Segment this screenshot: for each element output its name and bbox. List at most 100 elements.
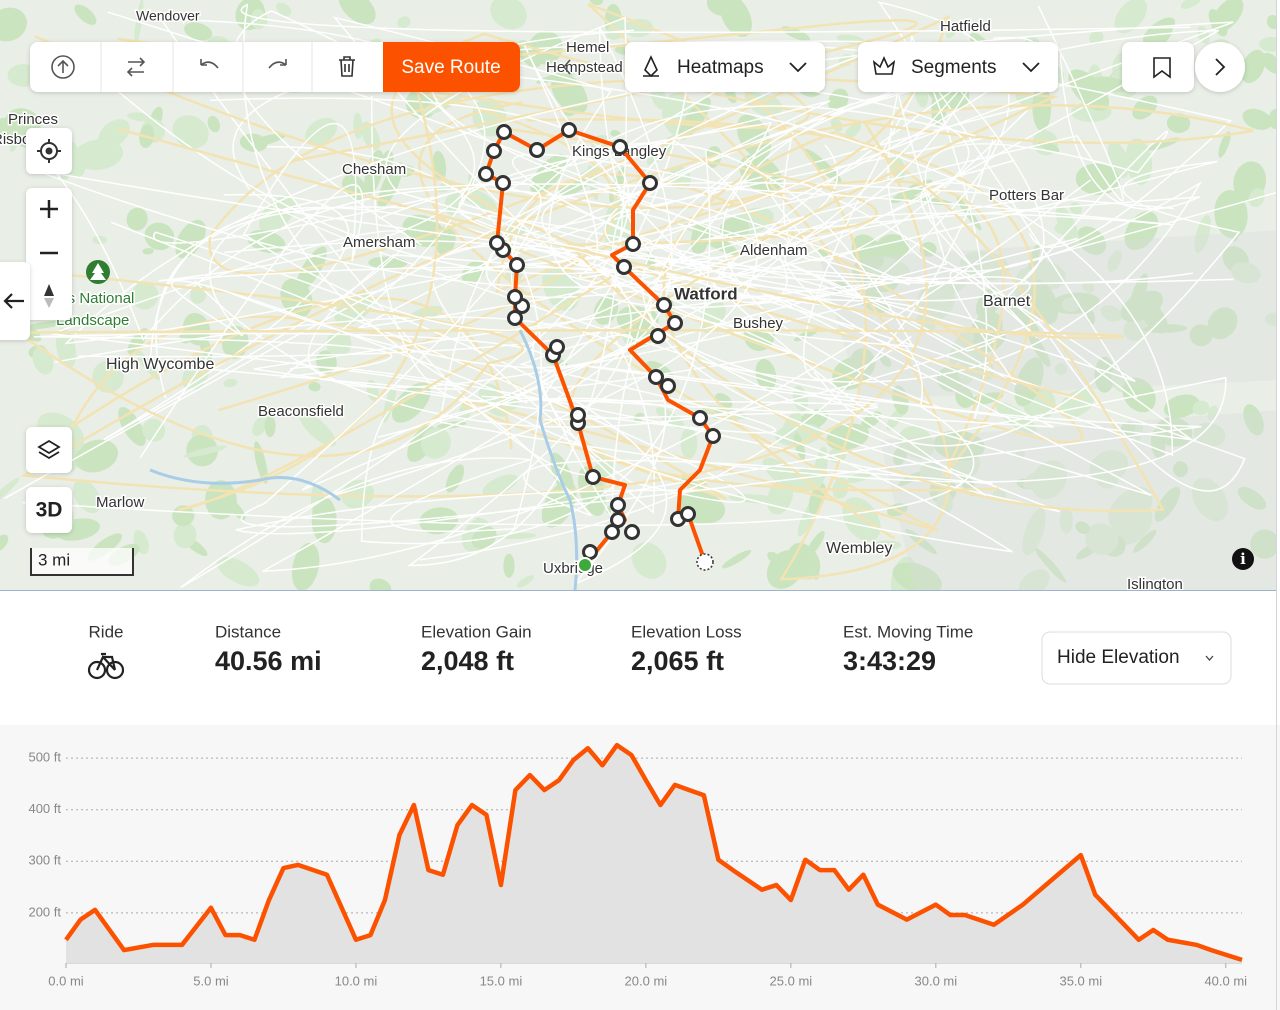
waypoint[interactable] (612, 139, 628, 155)
redo-button[interactable] (248, 44, 308, 90)
waypoint[interactable] (529, 142, 545, 158)
dropdown-button[interactable] (625, 42, 825, 92)
waypoint[interactable] (604, 524, 620, 540)
woodland (0, 477, 20, 509)
waypoint[interactable] (585, 469, 601, 485)
x-tick-label: 30.0 mi (915, 973, 958, 988)
woodland (1075, 163, 1120, 196)
river (149, 468, 341, 502)
icon (268, 59, 287, 69)
woodland (482, 474, 518, 496)
waypoint[interactable] (650, 328, 666, 344)
woodland (1089, 76, 1130, 93)
activity-type: Ride (89, 622, 124, 641)
woodland (1250, 529, 1276, 559)
waypoint[interactable] (616, 259, 632, 275)
woodland (898, 471, 922, 487)
woodland (0, 534, 9, 552)
park-icon-tree (90, 263, 106, 280)
icon (126, 57, 146, 77)
stat-label: Elevation Loss (631, 622, 742, 641)
road (232, 40, 1152, 496)
woodland (1240, 49, 1266, 84)
woodland (1180, 0, 1202, 9)
x-tick-label: 5.0 mi (193, 973, 229, 988)
road (64, 5, 1234, 345)
delete-button[interactable] (317, 44, 377, 90)
woodland (1207, 307, 1238, 340)
y-tick-label: 300 ft (28, 853, 61, 868)
woodland (1019, 271, 1037, 290)
place-label: Islington (1127, 576, 1183, 593)
waypoint[interactable] (642, 175, 658, 191)
waypoint[interactable] (507, 289, 523, 305)
woodland (1123, 317, 1148, 342)
waypoint[interactable] (680, 506, 696, 522)
woodland (133, 347, 160, 381)
woodland (803, 148, 842, 183)
waypoint[interactable] (656, 297, 672, 313)
waypoint[interactable] (624, 524, 640, 540)
waypoint[interactable] (495, 175, 511, 191)
map[interactable]: WendoverHemelHempsteadHatfieldPrincesRis… (0, 0, 1280, 610)
woodland (369, 578, 392, 590)
icon (339, 56, 355, 77)
waypoint[interactable] (507, 310, 523, 326)
save-button[interactable] (383, 42, 520, 92)
waypoint[interactable] (610, 497, 626, 513)
waypoint[interactable] (509, 257, 525, 273)
icon (37, 139, 61, 163)
view-3d-button[interactable] (26, 487, 72, 533)
road (539, 43, 1232, 421)
saved-button[interactable] (1122, 42, 1194, 92)
waypoint[interactable] (648, 369, 664, 385)
waypoint[interactable] (610, 512, 626, 528)
scale-bar (30, 548, 134, 576)
waypoint[interactable] (561, 122, 577, 138)
compass[interactable] (44, 284, 54, 296)
place-label: Chesham (342, 161, 406, 178)
waypoint[interactable] (660, 378, 676, 394)
waypoint[interactable] (692, 410, 708, 426)
woodland (341, 479, 374, 509)
place-label: Wembley (826, 540, 892, 557)
waypoint[interactable] (582, 544, 598, 560)
place-label: High Wycombe (106, 356, 214, 373)
waypoint[interactable] (478, 166, 494, 182)
woodland (1189, 324, 1213, 347)
stat-value: 40.56 mi (215, 646, 322, 676)
reverse-button[interactable] (106, 44, 166, 90)
dropdown-button[interactable] (858, 42, 1058, 92)
woodland (142, 418, 166, 442)
woodland (1059, 507, 1073, 534)
next-button[interactable] (1195, 42, 1245, 92)
place-label: Aldenham (740, 242, 808, 259)
waypoint[interactable] (489, 235, 505, 251)
woodland (1173, 461, 1188, 478)
woodland (1142, 17, 1176, 45)
layers-button[interactable] (26, 427, 72, 473)
waypoint[interactable] (486, 143, 502, 159)
info-button[interactable] (1232, 548, 1254, 570)
waypoint[interactable] (570, 407, 586, 423)
road (485, 80, 1241, 447)
route-finish (696, 553, 714, 571)
zoom-in[interactable] (40, 200, 58, 218)
waypoint[interactable] (705, 428, 721, 444)
stat-value: 2,065 ft (631, 646, 724, 676)
road (504, 142, 1192, 441)
waypoint[interactable] (496, 124, 512, 140)
waypoint[interactable] (625, 236, 641, 252)
road (360, 62, 993, 545)
view-3d-label: 3D (36, 499, 63, 522)
waypoint[interactable] (549, 339, 565, 355)
road (240, 139, 1202, 528)
y-tick-label: 400 ft (28, 801, 61, 816)
x-tick-label: 20.0 mi (625, 973, 668, 988)
road (240, 3, 1190, 553)
undo-button[interactable] (178, 44, 238, 90)
waypoint[interactable] (667, 315, 683, 331)
road (358, 29, 1234, 329)
woodland (949, 327, 974, 365)
hide-elevation-button[interactable] (1041, 631, 1232, 685)
